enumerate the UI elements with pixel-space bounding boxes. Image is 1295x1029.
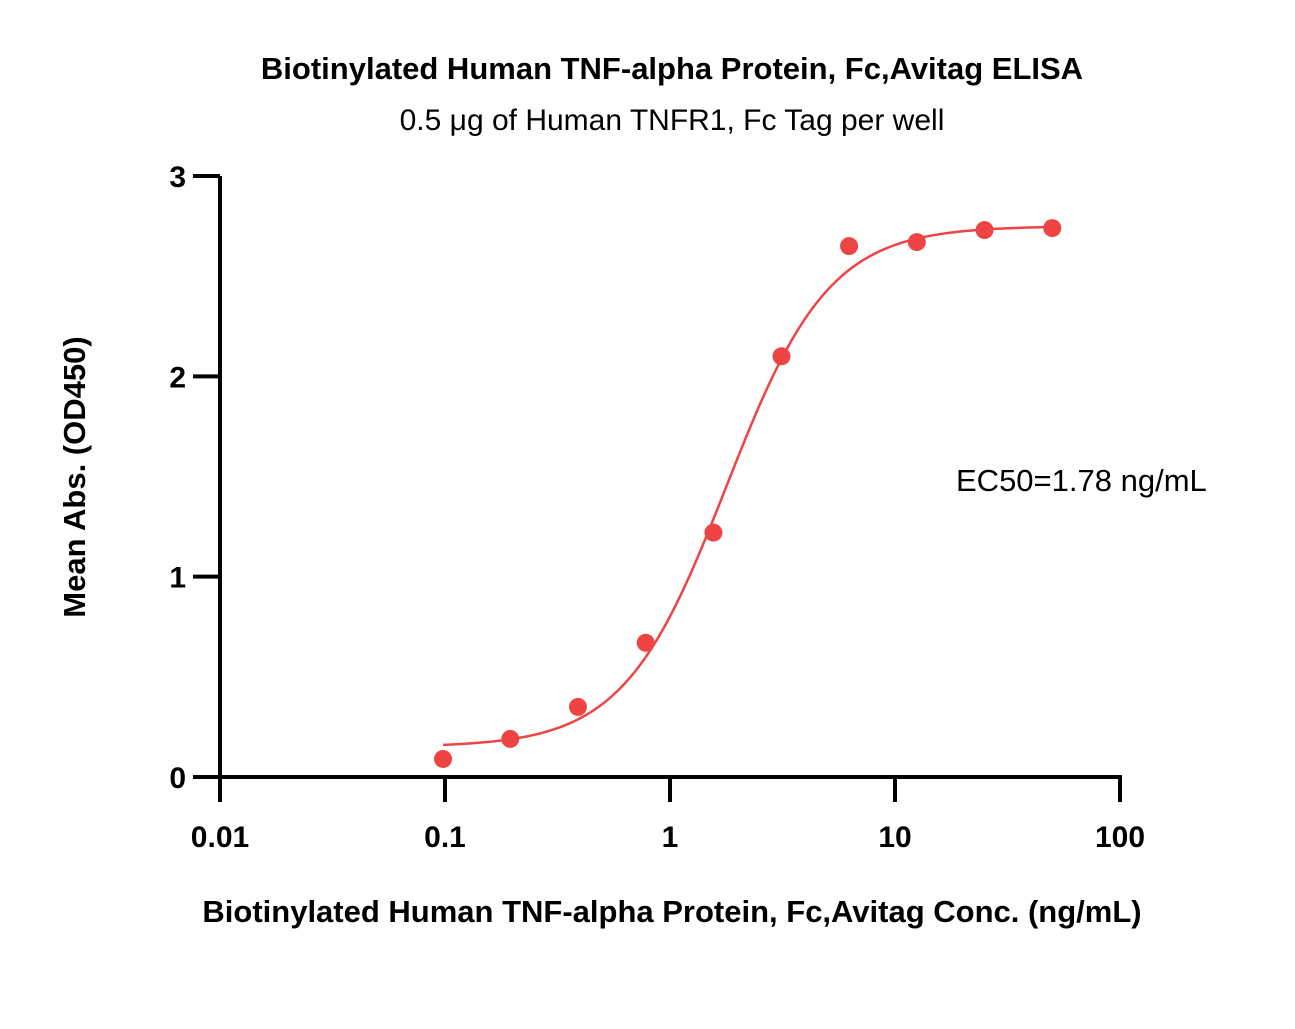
x-ticks: 0.01 0.1 1 10 100 <box>191 777 1145 854</box>
y-axis-label: Mean Abs. (OD450) <box>57 336 92 617</box>
chart-subtitle: 0.5 μg of Human TNFR1, Fc Tag per well <box>400 104 945 137</box>
x-tick-label: 1 <box>662 821 679 854</box>
data-point <box>568 697 587 716</box>
data-point <box>840 237 859 256</box>
x-tick-label: 0.1 <box>424 821 466 854</box>
y-tick-label: 1 <box>169 562 186 595</box>
data-point <box>1043 219 1062 238</box>
y-tick-label: 2 <box>169 361 186 394</box>
data-point <box>501 729 520 748</box>
y-ticks: 0 1 2 3 <box>169 161 220 795</box>
fit-curve <box>442 225 1053 747</box>
plot-area: 0 1 2 3 0.01 0.1 1 10 100 <box>169 161 1145 854</box>
data-point <box>704 523 723 542</box>
ec50-annotation: EC50=1.78 ng/mL <box>956 463 1207 498</box>
data-point <box>434 749 453 768</box>
y-tick-label: 0 <box>169 762 186 795</box>
data-point <box>907 233 926 252</box>
data-points <box>434 219 1062 768</box>
x-tick-label: 100 <box>1095 821 1145 854</box>
data-point <box>975 221 994 240</box>
x-tick-label: 0.01 <box>191 821 249 854</box>
x-tick-label: 10 <box>878 821 911 854</box>
chart-title: Biotinylated Human TNF-alpha Protein, Fc… <box>261 51 1083 86</box>
y-tick-label: 3 <box>169 161 186 194</box>
data-point <box>772 347 791 366</box>
x-axis-label: Biotinylated Human TNF-alpha Protein, Fc… <box>202 894 1141 929</box>
data-point <box>636 633 655 652</box>
